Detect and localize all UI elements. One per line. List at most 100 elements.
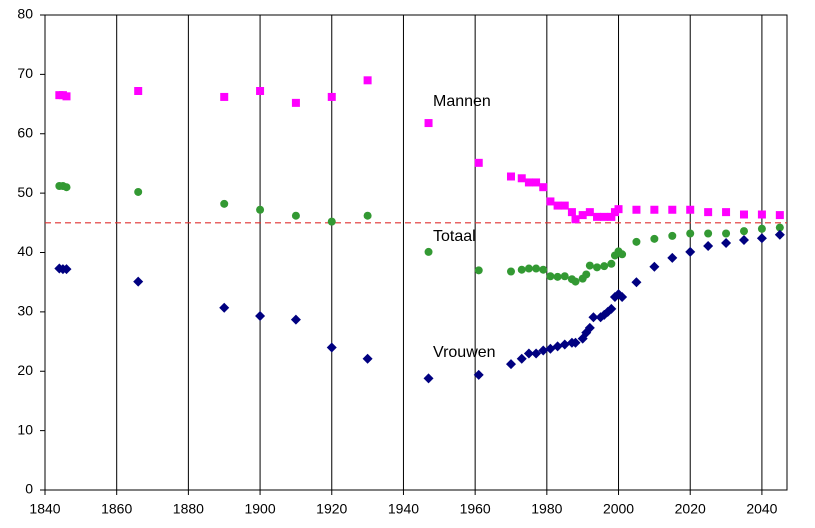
data-point xyxy=(582,270,591,279)
data-point xyxy=(517,265,526,274)
data-point xyxy=(668,205,677,214)
data-point xyxy=(739,227,748,236)
data-point xyxy=(585,261,594,270)
x-tick-label: 1900 xyxy=(244,501,275,517)
data-point xyxy=(133,276,144,287)
data-point xyxy=(363,211,372,220)
data-point xyxy=(256,205,265,214)
data-point xyxy=(600,212,609,221)
data-point xyxy=(559,339,570,350)
y-tick-label: 0 xyxy=(25,481,33,497)
y-tick-label: 80 xyxy=(17,6,33,22)
y-tick-label: 70 xyxy=(17,65,33,81)
data-point xyxy=(757,224,766,233)
data-point xyxy=(424,119,433,128)
data-point xyxy=(617,292,628,303)
data-point xyxy=(552,341,563,352)
x-tick-label: 2020 xyxy=(675,501,706,517)
data-point xyxy=(593,212,602,221)
x-tick-label: 1880 xyxy=(173,501,204,517)
data-point xyxy=(632,237,641,246)
x-tick-label: 2040 xyxy=(746,501,777,517)
data-point xyxy=(571,277,580,286)
data-point xyxy=(774,229,785,240)
data-point xyxy=(722,208,731,217)
data-point xyxy=(220,199,229,208)
data-point xyxy=(607,259,616,268)
y-tick-label: 40 xyxy=(17,243,33,259)
data-point xyxy=(219,302,230,313)
plot-border xyxy=(44,14,788,491)
x-tick-label: 1940 xyxy=(388,501,419,517)
data-point xyxy=(722,229,731,238)
x-tick-label: 1840 xyxy=(29,501,60,517)
data-point xyxy=(756,233,767,244)
data-point xyxy=(290,314,301,325)
x-tick-label: 1980 xyxy=(531,501,562,517)
data-point xyxy=(553,272,562,281)
data-point xyxy=(739,210,748,219)
data-point xyxy=(668,231,677,240)
data-point xyxy=(255,311,266,322)
data-point xyxy=(650,205,659,214)
data-point xyxy=(704,229,713,238)
data-point xyxy=(327,92,336,101)
data-point xyxy=(593,263,602,272)
data-point xyxy=(523,348,534,359)
data-point xyxy=(531,348,542,359)
data-point xyxy=(134,87,143,95)
data-point xyxy=(775,211,784,220)
data-point xyxy=(506,172,515,181)
data-point xyxy=(553,201,562,210)
data-point xyxy=(327,217,336,226)
data-point xyxy=(517,174,526,183)
data-point xyxy=(560,272,569,281)
data-point xyxy=(134,187,143,196)
x-tick-label: 2000 xyxy=(603,501,634,517)
data-point xyxy=(775,223,784,232)
data-point xyxy=(738,235,749,246)
data-point xyxy=(614,205,623,214)
data-point xyxy=(606,303,617,314)
data-point xyxy=(326,342,337,353)
data-point xyxy=(524,178,533,187)
data-point xyxy=(62,92,71,101)
data-point xyxy=(571,215,580,224)
data-point xyxy=(584,322,595,333)
y-tick-label: 50 xyxy=(17,184,33,200)
data-point xyxy=(686,229,695,238)
data-point xyxy=(220,92,229,101)
series-annotation: Vrouwen xyxy=(433,344,496,361)
data-point xyxy=(423,373,434,384)
data-point xyxy=(505,359,516,370)
data-point xyxy=(291,211,300,220)
data-point xyxy=(474,266,483,275)
series-annotation: Mannen xyxy=(433,93,491,110)
data-point xyxy=(524,264,533,273)
data-point xyxy=(686,205,695,214)
data-point xyxy=(704,208,713,217)
data-point xyxy=(363,76,372,85)
x-tick-label: 1860 xyxy=(101,501,132,517)
data-point xyxy=(650,234,659,243)
data-point xyxy=(62,183,71,192)
x-tick-label: 1920 xyxy=(316,501,347,517)
data-point xyxy=(585,208,594,217)
data-point xyxy=(473,369,484,380)
data-point xyxy=(703,240,714,251)
y-tick-label: 10 xyxy=(17,421,33,437)
data-point xyxy=(560,201,569,210)
data-point xyxy=(546,272,555,281)
data-point xyxy=(61,264,72,275)
y-tick-label: 20 xyxy=(17,362,33,378)
y-tick-label: 60 xyxy=(17,124,33,140)
data-point xyxy=(685,246,696,257)
data-point xyxy=(532,264,541,273)
data-point xyxy=(516,353,527,364)
data-point xyxy=(600,262,609,271)
data-point xyxy=(588,312,599,323)
data-point xyxy=(721,238,732,248)
data-point xyxy=(618,250,627,259)
data-point xyxy=(570,337,581,348)
